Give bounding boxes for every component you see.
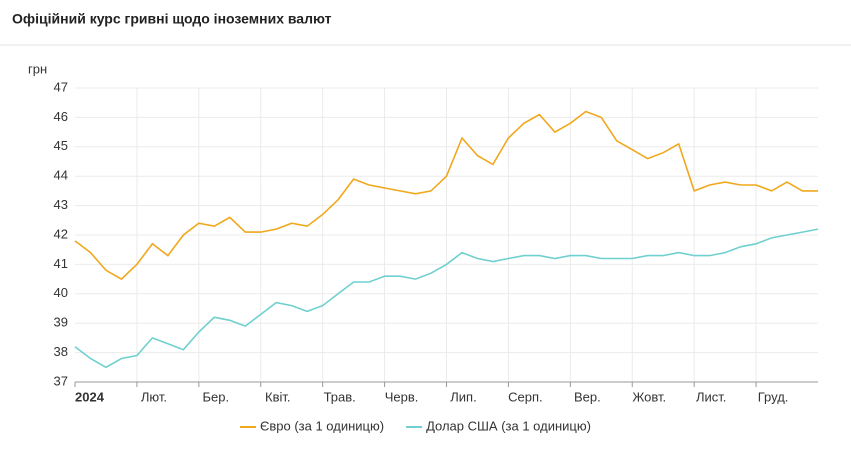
y-tick-label: 38 (54, 344, 68, 359)
x-tick-label: Квіт. (265, 389, 291, 404)
x-tick-label: Груд. (758, 389, 789, 404)
y-tick-label: 40 (54, 285, 68, 300)
y-tick-label: 46 (54, 109, 68, 124)
x-tick-label: Бер. (203, 389, 230, 404)
x-tick-label: 2024 (75, 389, 105, 404)
y-tick-label: 37 (54, 373, 68, 388)
y-tick-label: 47 (54, 79, 68, 94)
x-tick-label: Лип. (450, 389, 476, 404)
y-tick-label: 43 (54, 197, 68, 212)
legend-label: Євро (за 1 одиницю) (260, 418, 384, 433)
y-tick-label: 42 (54, 226, 68, 241)
y-tick-label: 39 (54, 315, 68, 330)
x-tick-label: Черв. (385, 389, 419, 404)
x-tick-label: Вер. (574, 389, 601, 404)
chart-title: Офіційний курс гривні щодо іноземних вал… (12, 11, 332, 27)
y-tick-label: 44 (54, 168, 68, 183)
legend-label: Долар США (за 1 одиницю) (426, 418, 591, 433)
line-series (74, 110, 818, 281)
x-tick-label: Лист. (696, 389, 726, 404)
line-series (74, 228, 819, 369)
x-tick-label: Трав. (324, 389, 356, 404)
x-tick-label: Лют. (141, 389, 167, 404)
y-axis-label: грн (28, 61, 47, 76)
x-tick-label: Жовт. (632, 389, 666, 404)
y-tick-label: 45 (54, 138, 68, 153)
y-tick-label: 41 (54, 256, 68, 271)
x-tick-label: Серп. (508, 389, 543, 404)
